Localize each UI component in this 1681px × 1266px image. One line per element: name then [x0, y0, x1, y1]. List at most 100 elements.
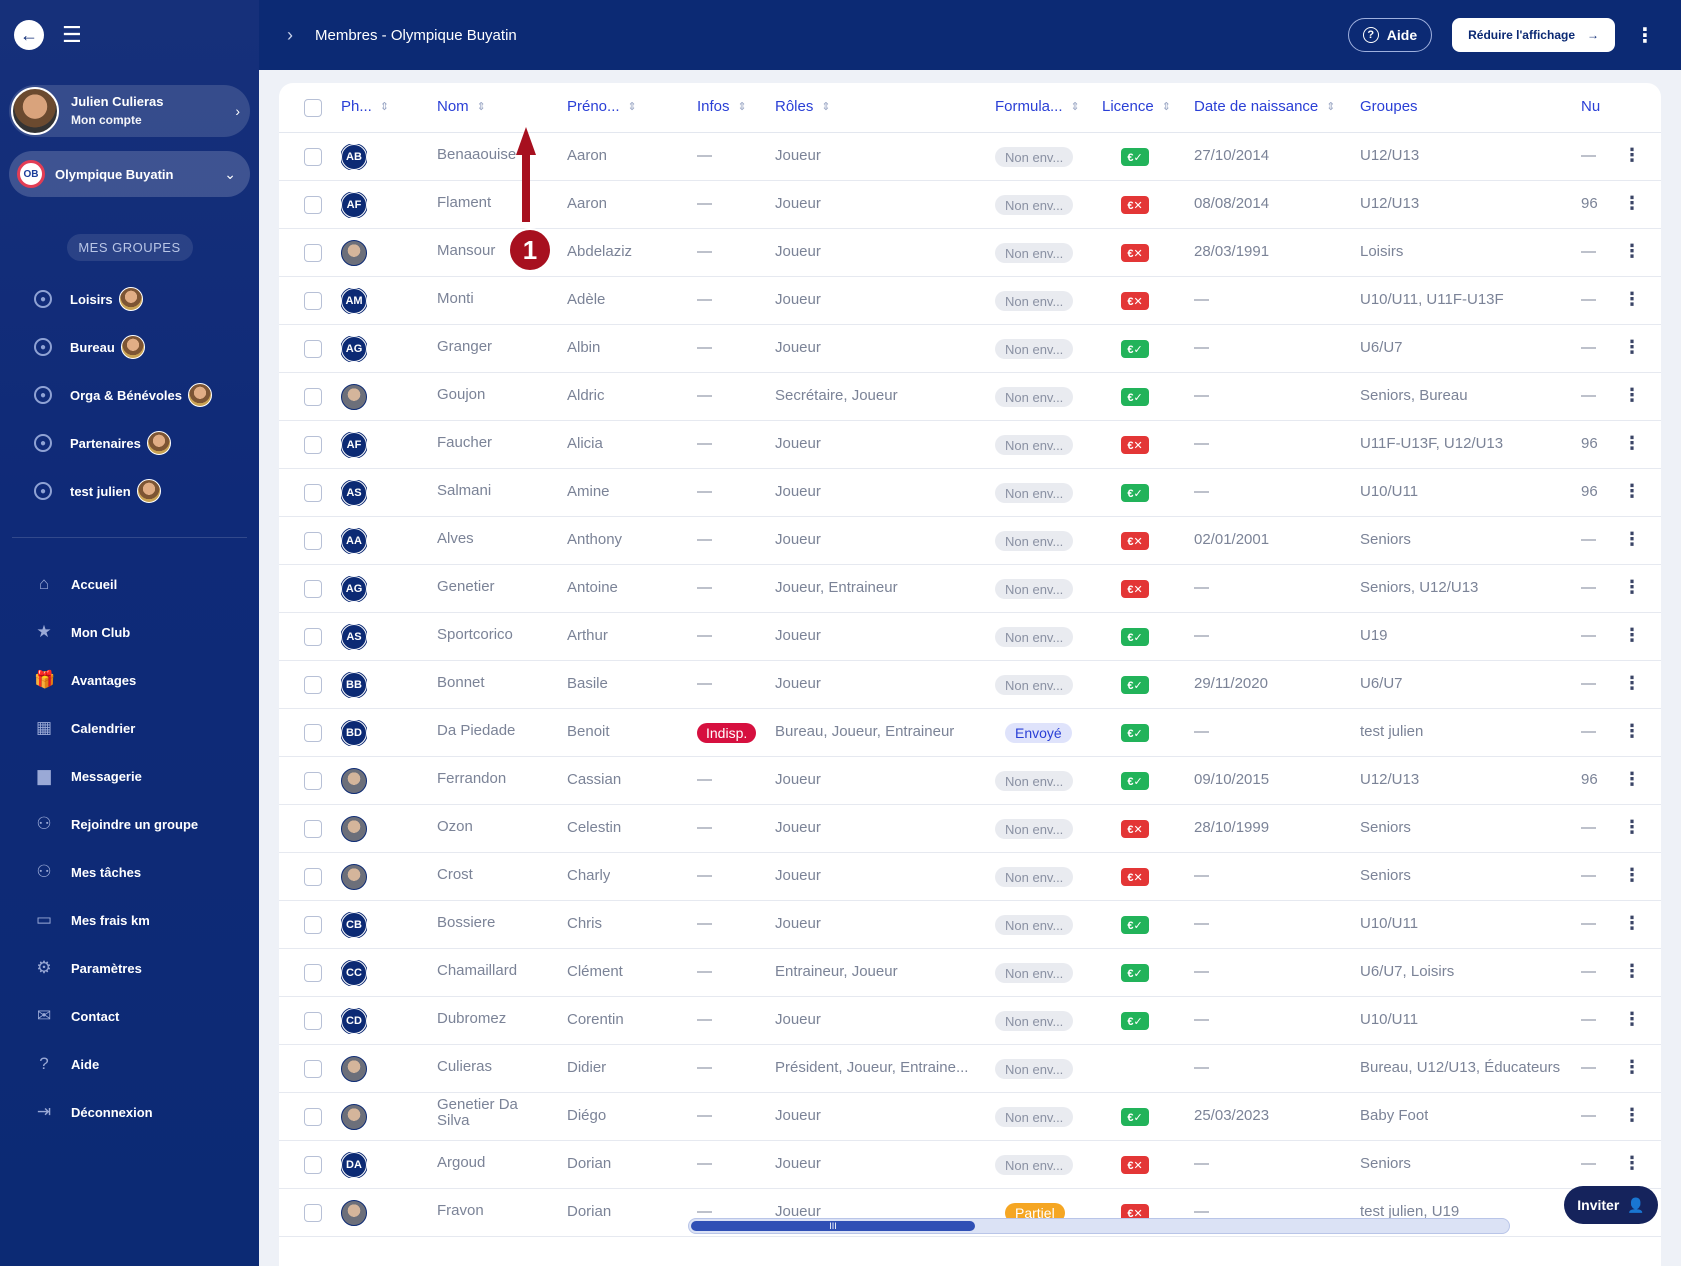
invite-button[interactable]: Inviter 👤 — [1564, 1186, 1658, 1224]
row-more-icon[interactable]: ⋮ — [1623, 145, 1641, 165]
sidebar-nav-item[interactable]: ⌂ Accueil — [0, 560, 259, 608]
row-more-icon[interactable]: ⋮ — [1623, 577, 1641, 597]
collapse-menu-icon[interactable]: ☰ — [62, 22, 82, 47]
row-more-icon[interactable]: ⋮ — [1623, 1105, 1641, 1125]
sidebar-nav-item[interactable]: ? Aide — [0, 1040, 259, 1088]
row-more-icon[interactable]: ⋮ — [1623, 769, 1641, 789]
sidebar-group-item[interactable]: ● Loisirs — [0, 275, 259, 323]
table-row[interactable]: Culieras Didier — Président, Joueur, Entrai… — [279, 1045, 1661, 1093]
row-checkbox[interactable] — [304, 340, 322, 358]
sidebar-nav-item[interactable]: 🎁 Avantages — [0, 656, 259, 704]
row-checkbox[interactable] — [304, 1012, 322, 1030]
column-header-licence[interactable]: Licence ⇕ — [1102, 98, 1171, 115]
sidebar-nav-item[interactable]: ▆ Messagerie — [0, 752, 259, 800]
sidebar-nav-item[interactable]: ✉ Contact — [0, 992, 259, 1040]
row-checkbox[interactable] — [304, 724, 322, 742]
row-more-icon[interactable]: ⋮ — [1623, 865, 1641, 885]
scrollbar-thumb[interactable]: III — [691, 1221, 975, 1231]
table-row[interactable]: Ozon Celestin — Joueur Non env... €✕ 28/10/199… — [279, 805, 1661, 853]
table-row[interactable]: AG Granger Albin — Joueur Non env... €✓ — U6/U7 —… — [279, 325, 1661, 373]
row-more-icon[interactable]: ⋮ — [1623, 1009, 1641, 1029]
table-row[interactable]: AA Alves Anthony — Joueur Non env... €✕ 02/01/2… — [279, 517, 1661, 565]
table-row[interactable]: Ferrandon Cassian — Joueur Non env... €✓ 09/10… — [279, 757, 1661, 805]
column-header-infos[interactable]: Infos ⇕ — [697, 98, 747, 115]
sidebar-nav-item[interactable]: ★ Mon Club — [0, 608, 259, 656]
table-row[interactable]: CB Bossiere Chris — Joueur Non env... €✓ — U10/U… — [279, 901, 1661, 949]
row-checkbox[interactable] — [304, 580, 322, 598]
row-checkbox[interactable] — [304, 436, 322, 454]
back-arrow-icon[interactable]: ← — [14, 20, 44, 50]
row-more-icon[interactable]: ⋮ — [1623, 1057, 1641, 1077]
table-row[interactable]: BD Da Piedade Benoit Indisp. Bureau, Joueur,… — [279, 709, 1661, 757]
account-card[interactable]: Julien Culieras Mon compte › — [9, 85, 250, 137]
table-row[interactable]: DA Argoud Dorian — Joueur Non env... €✕ — Senior… — [279, 1141, 1661, 1189]
table-row[interactable]: AB Benaaouise Aaron — Joueur Non env... €✓ 27/1… — [279, 133, 1661, 181]
column-header-prenom[interactable]: Préno... ⇕ — [567, 98, 637, 115]
row-more-icon[interactable]: ⋮ — [1623, 721, 1641, 741]
table-row[interactable]: AG Genetier Antoine — Joueur, Entraineur Non … — [279, 565, 1661, 613]
chevron-right-icon[interactable]: › — [287, 24, 293, 45]
column-header-roles[interactable]: Rôles ⇕ — [775, 98, 831, 115]
table-row[interactable]: AM Monti Adèle — Joueur Non env... €✕ — U10/U11,… — [279, 277, 1661, 325]
horizontal-scrollbar[interactable]: III — [688, 1218, 1510, 1234]
row-checkbox[interactable] — [304, 676, 322, 694]
row-checkbox[interactable] — [304, 868, 322, 886]
row-more-icon[interactable]: ⋮ — [1623, 673, 1641, 693]
row-more-icon[interactable]: ⋮ — [1623, 337, 1641, 357]
table-row[interactable]: Mansour Abdelaziz — Joueur Non env... €✕ 28/03… — [279, 229, 1661, 277]
row-more-icon[interactable]: ⋮ — [1623, 289, 1641, 309]
column-header-photo[interactable]: Ph... ⇕ — [341, 98, 390, 115]
row-more-icon[interactable]: ⋮ — [1623, 529, 1641, 549]
row-checkbox[interactable] — [304, 772, 322, 790]
row-checkbox[interactable] — [304, 244, 322, 262]
table-row[interactable]: AS Salmani Amine — Joueur Non env... €✓ — U10/U1… — [279, 469, 1661, 517]
column-header-date[interactable]: Date de naissance ⇕ — [1194, 98, 1336, 115]
column-header-numero[interactable]: Nu — [1581, 98, 1601, 115]
row-checkbox[interactable] — [304, 1060, 322, 1078]
row-more-icon[interactable]: ⋮ — [1623, 481, 1641, 501]
column-header-formulaire[interactable]: Formula... ⇕ — [995, 98, 1080, 115]
row-checkbox[interactable] — [304, 916, 322, 934]
row-more-icon[interactable]: ⋮ — [1623, 193, 1641, 213]
row-checkbox[interactable] — [304, 628, 322, 646]
row-checkbox[interactable] — [304, 388, 322, 406]
column-header-nom[interactable]: Nom ⇕ — [437, 98, 486, 115]
sidebar-nav-item[interactable]: ⚙ Paramètres — [0, 944, 259, 992]
help-button[interactable]: ? Aide — [1347, 18, 1433, 52]
row-more-icon[interactable]: ⋮ — [1623, 625, 1641, 645]
sidebar-nav-item[interactable]: ⚇ Rejoindre un groupe — [0, 800, 259, 848]
table-row[interactable]: CD Dubromez Corentin — Joueur Non env... €✓ — U1… — [279, 997, 1661, 1045]
row-checkbox[interactable] — [304, 196, 322, 214]
table-row[interactable]: CC Chamaillard Clément — Entraineur, Joueur N… — [279, 949, 1661, 997]
table-row[interactable]: Goujon Aldric — Secrétaire, Joueur Non env..… — [279, 373, 1661, 421]
table-row[interactable]: AF Faucher Alicia — Joueur Non env... €✕ — U11F-… — [279, 421, 1661, 469]
sidebar-group-item[interactable]: ● Partenaires — [0, 419, 259, 467]
row-more-icon[interactable]: ⋮ — [1623, 385, 1641, 405]
reduce-view-button[interactable]: Réduire l'affichage → — [1452, 18, 1615, 52]
sidebar-nav-item[interactable]: ▭ Mes frais km — [0, 896, 259, 944]
table-row[interactable]: AS Sportcorico Arthur — Joueur Non env... €✓ — U… — [279, 613, 1661, 661]
row-checkbox[interactable] — [304, 484, 322, 502]
more-options-icon[interactable]: ⋮ — [1635, 24, 1655, 47]
row-checkbox[interactable] — [304, 148, 322, 166]
table-row[interactable]: Crost Charly — Joueur Non env... €✕ — Seniors — ⋮ — [279, 853, 1661, 901]
table-row[interactable]: Genetier Da Silva Diégo — Joueur Non env... €… — [279, 1093, 1661, 1141]
row-checkbox[interactable] — [304, 1108, 322, 1126]
row-more-icon[interactable]: ⋮ — [1623, 241, 1641, 261]
row-more-icon[interactable]: ⋮ — [1623, 817, 1641, 837]
column-header-groupes[interactable]: Groupes — [1360, 98, 1418, 115]
sidebar-group-item[interactable]: ● Bureau — [0, 323, 259, 371]
row-checkbox[interactable] — [304, 820, 322, 838]
row-more-icon[interactable]: ⋮ — [1623, 433, 1641, 453]
table-row[interactable]: BB Bonnet Basile — Joueur Non env... €✓ 29/11/2… — [279, 661, 1661, 709]
table-row[interactable]: AF Flament Aaron — Joueur Non env... €✕ 08/08/2… — [279, 181, 1661, 229]
sidebar-nav-item[interactable]: ▦ Calendrier — [0, 704, 259, 752]
row-more-icon[interactable]: ⋮ — [1623, 1153, 1641, 1173]
sidebar-nav-item[interactable]: ⇥ Déconnexion — [0, 1088, 259, 1136]
row-more-icon[interactable]: ⋮ — [1623, 961, 1641, 981]
select-all-checkbox[interactable] — [304, 99, 322, 117]
sidebar-group-item[interactable]: ● Orga & Bénévoles — [0, 371, 259, 419]
row-checkbox[interactable] — [304, 532, 322, 550]
row-checkbox[interactable] — [304, 964, 322, 982]
row-checkbox[interactable] — [304, 1204, 322, 1222]
